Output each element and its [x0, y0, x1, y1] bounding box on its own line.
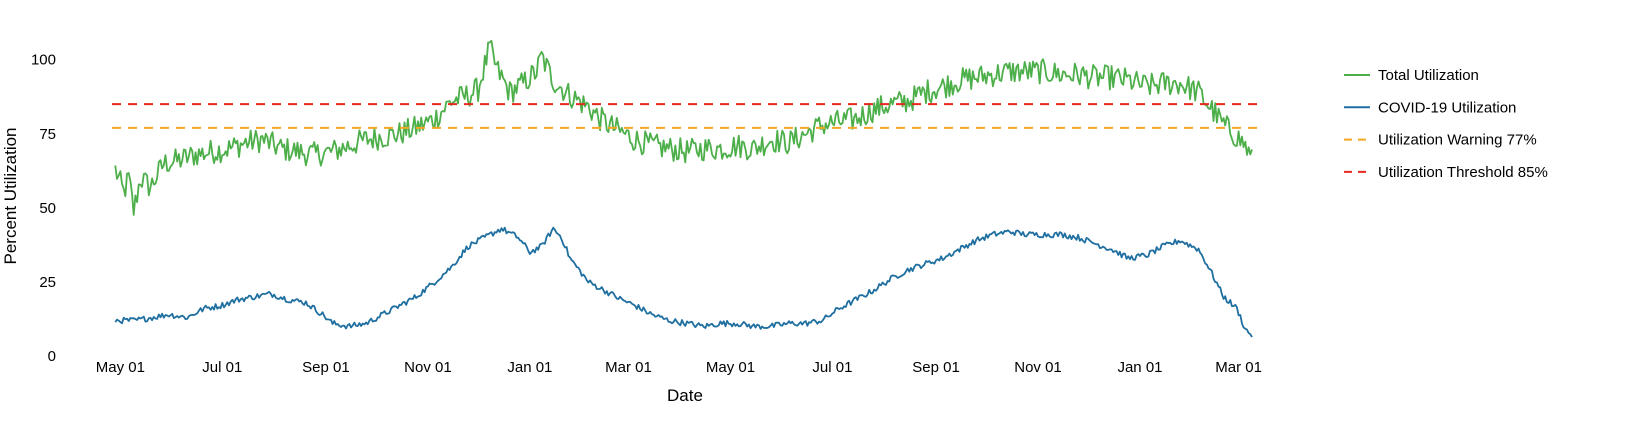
- y-axis-title: Percent Utilization: [1, 127, 20, 264]
- y-tick-label: 50: [39, 200, 56, 217]
- legend-label: COVID-19 Utilization: [1378, 99, 1516, 116]
- x-tick-label: Mar 01: [605, 359, 652, 376]
- series-line-total-utilization: [114, 39, 1253, 216]
- y-tick-label: 75: [39, 126, 56, 143]
- x-tick-label: Jul 01: [812, 359, 852, 376]
- y-tick-label: 100: [31, 52, 56, 69]
- x-tick-label: Jan 01: [507, 359, 552, 376]
- y-axis: 0 25 50 75 100: [31, 52, 56, 365]
- x-tick-label: Nov 01: [1014, 359, 1062, 376]
- legend-label: Utilization Warning 77%: [1378, 132, 1537, 149]
- x-axis: May 01 Jul 01 Sep 01 Nov 01 Jan 01 Mar 01 May …: [96, 359, 1262, 376]
- x-tick-label: Nov 01: [404, 359, 452, 376]
- legend-item: Utilization Warning 77%: [1344, 132, 1537, 149]
- x-tick-label: Mar 01: [1215, 359, 1262, 376]
- x-axis-title: Date: [667, 386, 703, 405]
- x-tick-label: May 01: [96, 359, 145, 376]
- legend-label: Total Utilization: [1378, 67, 1479, 84]
- series-line-covid-19-utilization: [114, 226, 1253, 338]
- y-tick-label: 0: [48, 348, 56, 365]
- legend-item: Utilization Threshold 85%: [1344, 164, 1548, 181]
- x-tick-label: May 01: [706, 359, 755, 376]
- x-tick-label: Sep 01: [912, 359, 960, 376]
- y-tick-label: 25: [39, 274, 56, 291]
- legend: Total Utilization COVID-19 Utilization Uti…: [1344, 67, 1548, 181]
- legend-item: COVID-19 Utilization: [1344, 99, 1516, 116]
- x-tick-label: Jan 01: [1117, 359, 1162, 376]
- series-layer: [112, 39, 1257, 338]
- x-tick-label: Sep 01: [302, 359, 350, 376]
- legend-item: Total Utilization: [1344, 67, 1479, 84]
- legend-label: Utilization Threshold 85%: [1378, 164, 1548, 181]
- x-tick-label: Jul 01: [202, 359, 242, 376]
